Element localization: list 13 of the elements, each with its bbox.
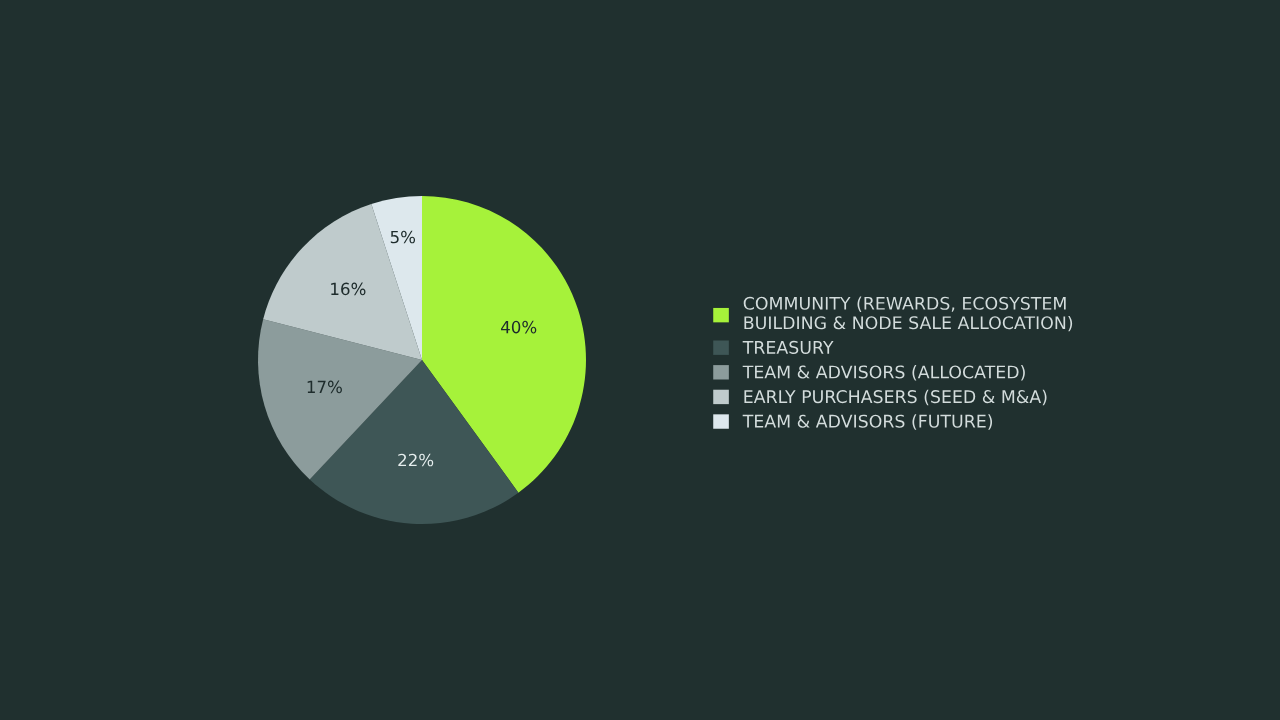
- legend-label: TEAM & ADVISORS (ALLOCATED): [742, 365, 1025, 381]
- data-label: 22%: [398, 453, 434, 467]
- data-label: 40%: [501, 320, 537, 334]
- legend-label: TREASURY: [742, 340, 834, 354]
- data-label: 5%: [390, 230, 416, 244]
- legend-label: EARLY PURCHASERS (SEED & M&A): [744, 389, 1047, 406]
- legend-label: COMMUNITY (REWARDS, ECOSYSTEM BUILDING & NODE SALE ALLOCATION): [743, 296, 1073, 332]
- pie-slice: [309, 360, 519, 524]
- legend-label: TEAM & ADVISORS (FUTURE): [742, 414, 993, 430]
- data-label: 17%: [307, 380, 342, 394]
- pie-slice: [371, 196, 422, 360]
- data-label: 16%: [331, 282, 366, 296]
- pie-slice: [263, 204, 422, 360]
